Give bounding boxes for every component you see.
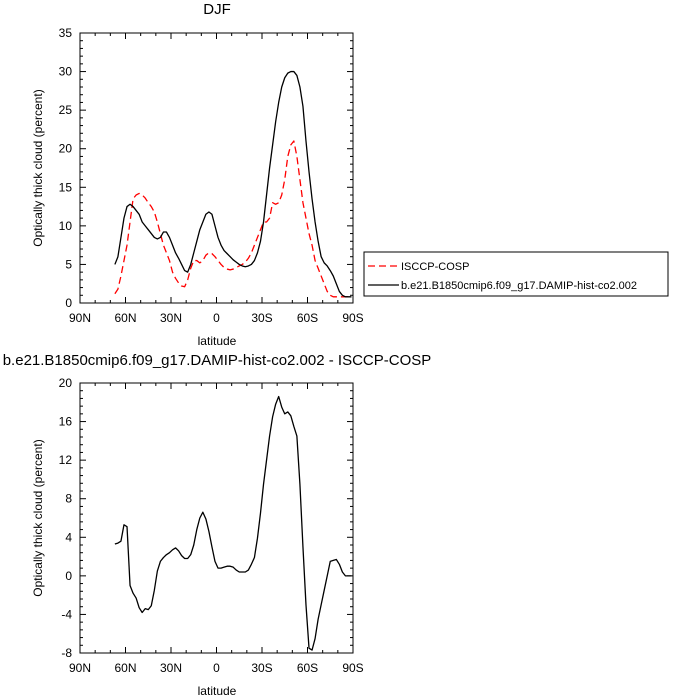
top-y-tick-label: 10 [59,219,73,233]
top-y-tick-label: 30 [59,65,73,79]
top-axis-ticks: 90N 60N 30N 0 30S 60S 90S 0 5 10 15 20 25 30 35 [59,26,364,325]
top-x-tick-label: 60S [297,311,318,325]
bottom-y-tick-label: -8 [61,646,72,660]
top-x-tick-label: 0 [213,311,220,325]
top-y-tick-label: 25 [59,103,73,117]
bottom-y-tick-label: 0 [65,569,72,583]
bottom-panel: b.e21.B1850cmip6.f09_g17.DAMIP-hist-co2.… [3,352,432,698]
bottom-y-axis-label: Optically thick cloud (percent) [31,439,45,596]
bottom-x-tick-label: 30S [251,661,272,675]
bottom-series [114,395,352,651]
top-y-tick-label: 0 [65,296,72,310]
top-series [114,70,352,298]
top-chart-title: DJF [203,1,231,18]
bottom-y-tick-label: 12 [59,453,73,467]
bottom-y-tick-label: 16 [59,415,73,429]
bottom-x-tick-label: 90N [69,661,91,675]
top-x-tick-label: 30S [251,311,272,325]
top-x-tick-label: 90S [342,311,363,325]
bottom-y-tick-label: 20 [59,376,73,390]
legend-label-isccp: ISCCP-COSP [401,261,469,273]
top-y-tick-label: 5 [65,257,72,271]
bottom-x-tick-label: 90S [342,661,363,675]
top-y-tick-label: 20 [59,142,73,156]
bottom-plot-frame [79,382,354,654]
top-x-axis-label: latitude [198,334,237,348]
bottom-chart-title: b.e21.B1850cmip6.f09_g17.DAMIP-hist-co2.… [3,352,432,369]
top-y-tick-label: 35 [59,26,73,40]
top-y-tick-label: 15 [59,180,73,194]
top-plot-frame [79,32,354,304]
top-series-line-1 [114,70,352,298]
bottom-x-axis-label: latitude [198,684,237,698]
top-x-tick-label: 60N [114,311,136,325]
top-y-axis-label: Optically thick cloud (percent) [31,89,45,246]
bottom-series-line-0 [114,395,352,651]
top-series-line-0 [114,140,352,298]
bottom-y-tick-label: 8 [65,492,72,506]
top-x-tick-label: 30N [160,311,182,325]
bottom-y-tick-label: -4 [61,607,72,621]
bottom-x-tick-label: 60N [114,661,136,675]
top-panel: DJF 90N 60N 30N 0 30S 60S 90S 0 5 10 15 20 25 30 35 la… [31,1,364,348]
bottom-x-tick-label: 0 [213,661,220,675]
legend-label-model: b.e21.B1850cmip6.f09_g17.DAMIP-hist-co2.… [401,280,637,292]
top-x-tick-label: 90N [69,311,91,325]
bottom-axis-ticks: 90N 60N 30N 0 30S 60S 90S -8 -4 0 4 8 12 16 20 [59,376,364,675]
legend: ISCCP-COSP b.e21.B1850cmip6.f09_g17.DAMI… [363,251,669,297]
bottom-x-tick-label: 60S [297,661,318,675]
legend-box [363,251,669,297]
bottom-x-tick-label: 30N [160,661,182,675]
bottom-y-tick-label: 4 [65,530,72,544]
